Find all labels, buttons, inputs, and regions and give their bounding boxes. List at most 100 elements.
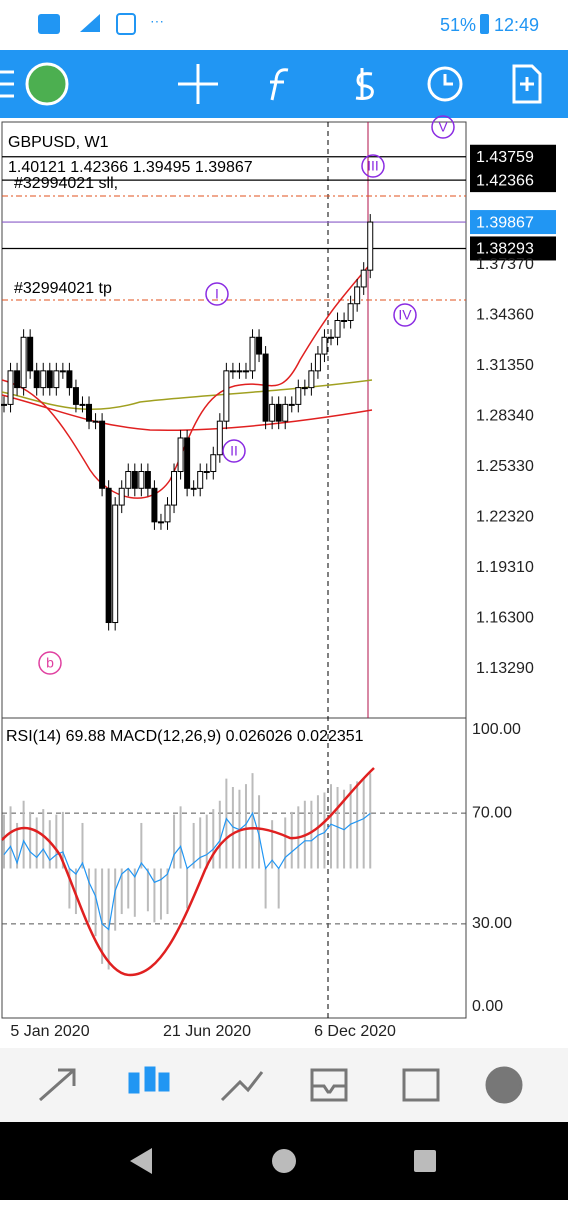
date-label: 5 Jan 2020 xyxy=(10,1023,89,1040)
candle xyxy=(171,471,178,506)
nav-trade[interactable] xyxy=(220,1071,264,1102)
ma-long xyxy=(1,394,373,431)
wave-circle xyxy=(361,154,385,178)
rsi-line xyxy=(3,811,371,931)
candle xyxy=(7,370,14,405)
indicators[interactable] xyxy=(270,68,289,101)
candle xyxy=(99,420,106,489)
wave-label: I xyxy=(215,286,219,302)
wave-circle xyxy=(222,439,246,463)
candle xyxy=(354,286,361,305)
nav-icons xyxy=(39,1066,523,1104)
price-label: 1.25330 xyxy=(476,458,534,475)
date-label: 6 Dec 2020 xyxy=(314,1023,396,1040)
price-box xyxy=(470,236,556,261)
candle xyxy=(334,319,341,338)
candle xyxy=(157,521,164,524)
crosshair[interactable] xyxy=(178,64,218,104)
candle xyxy=(105,487,112,624)
candle xyxy=(347,303,354,321)
price-label: 1.28340 xyxy=(476,408,534,425)
symbol: GBPUSD, W1 xyxy=(8,134,109,151)
candle xyxy=(66,370,73,389)
price-label: 1.34360 xyxy=(476,307,534,324)
wave-label: II xyxy=(230,443,238,459)
candle xyxy=(249,336,256,372)
candle xyxy=(118,487,125,506)
candle xyxy=(125,471,132,489)
ohlc: 1.40121 1.42366 1.39495 1.39867 xyxy=(8,159,253,176)
system-buttons xyxy=(130,1148,436,1174)
candle xyxy=(216,420,223,456)
battery: 51% xyxy=(440,15,476,35)
wave-circle xyxy=(38,651,62,675)
nav-news[interactable] xyxy=(402,1068,440,1102)
svg-text:···: ··· xyxy=(150,13,164,29)
candle xyxy=(190,487,197,490)
candle xyxy=(256,336,263,355)
candle xyxy=(295,387,302,405)
candle xyxy=(360,269,367,288)
candle xyxy=(269,403,276,422)
candle xyxy=(328,336,334,339)
candle xyxy=(321,336,328,355)
price-box xyxy=(470,168,556,193)
clock: 12:49 xyxy=(494,15,539,35)
candle xyxy=(288,403,295,406)
candle xyxy=(14,370,21,389)
price-label: 1.43759 xyxy=(476,149,534,166)
nav-chat[interactable] xyxy=(485,1066,523,1104)
price-box xyxy=(470,210,556,235)
candle xyxy=(53,370,60,389)
nav-quotes[interactable] xyxy=(39,1068,76,1102)
wave-circle xyxy=(431,115,455,139)
candle xyxy=(262,353,269,422)
price-label: 1.13290 xyxy=(476,660,534,677)
date-label: 21 Jun 2020 xyxy=(163,1023,251,1040)
candle xyxy=(236,370,243,373)
indicator-tick: 30.00 xyxy=(472,915,512,932)
wave-circle xyxy=(393,303,417,327)
candle xyxy=(341,319,348,322)
price-label: 1.31350 xyxy=(476,357,534,374)
candle xyxy=(164,504,171,523)
candle xyxy=(282,403,289,422)
tp-label: #32994021 tp xyxy=(14,280,112,297)
candle xyxy=(72,387,79,405)
price-label: 1.42366 xyxy=(476,172,534,189)
logo xyxy=(25,62,69,106)
indicator-tick: 100.00 xyxy=(472,721,521,738)
candle xyxy=(1,403,7,406)
price-box xyxy=(470,144,556,169)
price-label: 1.37370 xyxy=(476,256,534,273)
candle xyxy=(177,437,184,473)
price-label: 1.16300 xyxy=(476,610,534,627)
sl-label: #32994021 sll, xyxy=(14,175,118,192)
candle xyxy=(151,487,158,523)
candle xyxy=(40,370,47,389)
candle xyxy=(314,353,321,372)
toolbar xyxy=(0,50,568,118)
candle xyxy=(275,403,282,422)
price-label: 1.19310 xyxy=(476,559,534,576)
wave-label: IV xyxy=(398,307,412,323)
menu[interactable] xyxy=(0,70,14,98)
nav-chart[interactable] xyxy=(128,1066,170,1094)
trade[interactable] xyxy=(355,68,374,100)
candle xyxy=(27,336,34,372)
candle xyxy=(203,471,210,474)
history[interactable] xyxy=(427,66,463,102)
candle xyxy=(144,471,151,489)
ma-fast xyxy=(1,261,373,499)
candle xyxy=(184,437,191,489)
candle xyxy=(79,403,86,406)
new-order[interactable] xyxy=(512,64,542,104)
candle xyxy=(229,370,236,373)
nav-history[interactable] xyxy=(310,1068,348,1102)
candle xyxy=(210,454,217,473)
wave-label: III xyxy=(367,158,379,174)
candle xyxy=(367,221,374,271)
candle xyxy=(86,403,93,422)
price-label: 1.39867 xyxy=(476,214,534,231)
